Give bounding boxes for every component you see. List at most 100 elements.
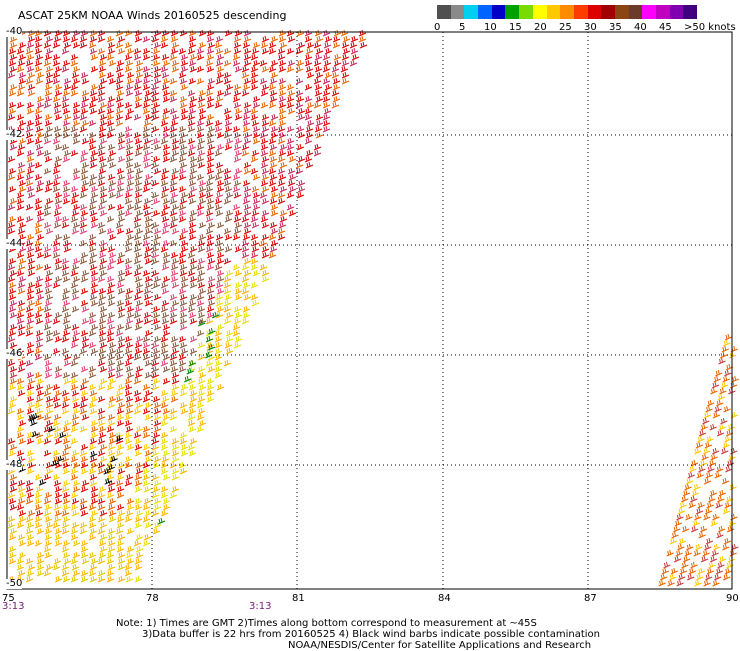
- wind-barb: [196, 299, 205, 307]
- wind-barb: [144, 245, 153, 253]
- wind-barb: [71, 305, 80, 313]
- wind-barb: [206, 287, 215, 295]
- wind-barb: [79, 383, 88, 391]
- wind-barb: [106, 113, 115, 121]
- wind-barb: [45, 293, 54, 301]
- wind-barb: [722, 375, 730, 383]
- wind-barb: [116, 71, 125, 79]
- wind-barb: [207, 125, 216, 133]
- wind-barb: [79, 215, 88, 223]
- wind-barb: [125, 149, 134, 157]
- wind-barb: [277, 155, 286, 163]
- wind-barb: [160, 179, 169, 187]
- wind-barb: [697, 501, 705, 509]
- wind-barb: [197, 257, 206, 265]
- wind-barb: [196, 143, 205, 151]
- wind-barb: [25, 497, 34, 505]
- wind-barb: [35, 341, 44, 349]
- wind-barb: [153, 71, 162, 79]
- wind-barb: [80, 455, 89, 463]
- wind-barb: [36, 305, 45, 313]
- wind-barb: [161, 227, 170, 235]
- wind-barb: [268, 149, 277, 157]
- wind-barb: [79, 125, 88, 133]
- wind-barb: [89, 251, 98, 259]
- wind-barb: [161, 71, 170, 79]
- wind-barb: [7, 437, 16, 445]
- wind-barb: [250, 77, 259, 85]
- wind-barb: [117, 47, 126, 55]
- wind-barb: [90, 425, 99, 433]
- wind-barb: [171, 65, 180, 73]
- wind-barb: [702, 417, 710, 425]
- wind-barb: [189, 437, 198, 445]
- wind-barb: [287, 179, 296, 187]
- wind-barb: [207, 281, 216, 289]
- wind-barb: [207, 293, 216, 301]
- wind-barb: [152, 137, 161, 145]
- wind-barb: [205, 185, 214, 193]
- wind-barb: [205, 179, 214, 187]
- wind-barb: [341, 71, 350, 79]
- wind-barb: [45, 521, 54, 529]
- wind-barb: [673, 555, 682, 563]
- wind-barb: [297, 113, 306, 121]
- wind-barb: [315, 119, 324, 127]
- wind-barb: [178, 461, 187, 469]
- wind-barb: [26, 539, 35, 547]
- lat-label-44: -44: [6, 238, 23, 249]
- wind-barb: [700, 555, 709, 563]
- wind-barb: [161, 287, 170, 295]
- wind-barb: [25, 203, 34, 211]
- wind-barb: [34, 515, 43, 523]
- wind-barb: [90, 419, 99, 427]
- wind-barb: [198, 113, 207, 121]
- wind-barb: [151, 269, 160, 277]
- wind-barb: [99, 197, 108, 205]
- wind-barb: [134, 473, 143, 481]
- wind-barb: [126, 497, 135, 505]
- wind-barb: [143, 149, 152, 157]
- wind-barb: [162, 353, 171, 361]
- wind-barb: [188, 359, 196, 367]
- wind-barb: [724, 567, 733, 575]
- wind-barb: [80, 185, 89, 193]
- wind-barb: [728, 351, 737, 359]
- wind-barb: [142, 101, 151, 109]
- wind-barb: [90, 557, 99, 565]
- wind-barb: [45, 335, 54, 343]
- wind-barb: [7, 221, 16, 229]
- wind-barb: [25, 179, 34, 187]
- wind-barb: [153, 41, 162, 49]
- wind-barb: [304, 59, 313, 67]
- wind-barb: [270, 185, 279, 193]
- wind-barb: [270, 203, 279, 211]
- wind-barb: [189, 347, 198, 355]
- wind-barb: [315, 71, 324, 79]
- scale-swatch: [464, 5, 479, 19]
- wind-barb: [108, 149, 117, 157]
- wind-barb: [242, 233, 251, 241]
- wind-barb: [115, 389, 124, 397]
- wind-barb: [304, 113, 313, 121]
- scale-swatch: [505, 5, 520, 19]
- wind-barb: [287, 59, 296, 67]
- wind-barb: [116, 413, 125, 421]
- wind-barb: [277, 233, 286, 241]
- wind-barb: [729, 549, 737, 557]
- wind-barb: [170, 215, 179, 223]
- wind-barb: [151, 221, 160, 229]
- wind-barb: [9, 83, 18, 91]
- wind-barb: [214, 203, 223, 211]
- wind-barb: [242, 113, 251, 121]
- wind-barb: [99, 245, 108, 253]
- wind-barb: [124, 131, 133, 139]
- wind-barb: [26, 431, 35, 439]
- wind-barb: [698, 465, 706, 473]
- wind-barb: [287, 167, 296, 175]
- wind-barb: [261, 173, 270, 181]
- wind-barb: [124, 263, 133, 271]
- wind-barb: [34, 29, 43, 37]
- wind-barb: [63, 77, 72, 85]
- scale-label: 5: [459, 22, 466, 33]
